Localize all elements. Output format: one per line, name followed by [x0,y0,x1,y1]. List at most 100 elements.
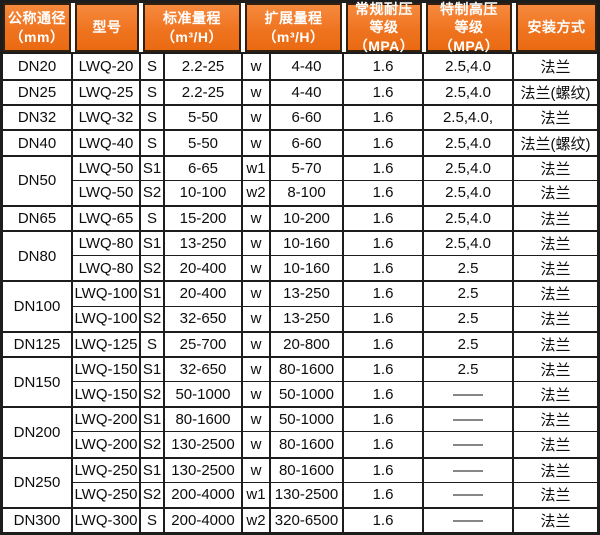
table-row: DN250 LWQ-250 S1 130-2500 w 80-1600 1.6 —— 法兰 [3,456,597,507]
table-row: DN50 LWQ-50 S1 6-65 w1 5-70 1.6 2.5,4.0 法兰 [3,154,597,205]
cell-model: LWQ-80 [73,255,141,281]
cell-standard-pressure: 1.6 [344,179,424,205]
cell-model: LWQ-80 [73,230,141,256]
cell-nominal-diameter: DN300 [3,506,73,532]
cell-model: LWQ-65 [73,204,141,231]
cell-ext-range-value: 4-40 [271,79,344,105]
col-header-high-pressure: 特制高压 等级（MPA） [424,1,514,54]
cell-std-range-value: 130-2500 [165,456,243,482]
col-header-extended-range-label: 扩展量程 （m³/H） [245,3,342,52]
cell-high-pressure: —— [424,481,514,507]
cell-nominal-diameter: DN50 [3,154,73,205]
cell-std-range-code: S1 [141,406,165,432]
table-row: LWQ-50 S2 10-100 w2 8-100 1.6 2.5,4.0 法兰 [3,179,597,205]
cell-std-range-code: S [141,129,165,155]
cell-model: LWQ-40 [73,129,141,155]
cell-standard-pressure: 1.6 [344,104,424,130]
col-header-standard-range: 标准量程 （m³/H） [141,3,243,54]
cell-ext-range-value: 10-200 [271,204,344,231]
cell-high-pressure: 2.5,4.0 [424,179,514,205]
cell-model: LWQ-100 [73,280,141,306]
cell-high-pressure: 2.5,4.0 [424,154,514,180]
cell-standard-pressure: 1.6 [344,481,424,507]
cell-model: LWQ-250 [73,481,141,507]
cell-std-range-value: 80-1600 [165,406,243,432]
cell-model: LWQ-200 [73,431,141,457]
cell-standard-pressure: 1.6 [344,54,424,80]
cell-std-range-code: S2 [141,179,165,205]
cell-high-pressure: 2.5,4.0, [424,104,514,130]
cell-std-range-value: 32-650 [165,355,243,382]
cell-std-range-value: 32-650 [165,305,243,331]
table-row: LWQ-100 S2 32-650 w 13-250 1.6 2.5 法兰 [3,305,597,331]
cell-std-range-code: S [141,506,165,532]
cell-ext-range-code: w [243,280,271,306]
table-row: DN40 LWQ-40 S 5-50 w 6-60 1.6 2.5,4.0 法兰(螺纹) [3,129,597,155]
cell-std-range-value: 20-400 [165,280,243,306]
cell-nominal-diameter: DN250 [3,456,73,507]
cell-ext-range-code: w [243,355,271,382]
cell-ext-range-value: 50-1000 [271,406,344,432]
cell-install-type: 法兰 [514,204,597,231]
cell-std-range-code: S2 [141,305,165,331]
cell-std-range-code: S1 [141,355,165,382]
col-header-nominal-diameter: 公称通径 （mm） [3,3,73,54]
cell-std-range-value: 200-4000 [165,481,243,507]
cell-high-pressure: —— [424,506,514,532]
cell-std-range-value: 5-50 [165,104,243,130]
cell-std-range-value: 200-4000 [165,506,243,532]
cell-std-range-code: S [141,330,165,356]
cell-std-range-code: S2 [141,431,165,457]
cell-std-range-value: 5-50 [165,129,243,155]
cell-ext-range-code: w1 [243,154,271,180]
cell-high-pressure: —— [424,456,514,482]
cell-standard-pressure: 1.6 [344,355,424,382]
cell-ext-range-value: 4-40 [271,54,344,80]
cell-standard-pressure: 1.6 [344,506,424,532]
table-row: LWQ-80 S2 20-400 w 10-160 1.6 2.5 法兰 [3,255,597,281]
cell-ext-range-code: w [243,406,271,432]
cell-high-pressure: —— [424,381,514,407]
cell-ext-range-code: w [243,230,271,256]
col-header-standard-range-label: 标准量程 （m³/H） [143,3,241,52]
table-row: DN125 LWQ-125 S 25-700 w 20-800 1.6 2.5 法兰 [3,330,597,356]
cell-high-pressure: 2.5,4.0 [424,230,514,256]
cell-ext-range-code: w1 [243,481,271,507]
cell-install-type: 法兰 [514,54,597,80]
table-row: DN25 LWQ-25 S 2.2-25 w 4-40 1.6 2.5,4.0 法兰(螺纹) [3,79,597,105]
col-header-standard-pressure: 常规耐压 等级（MPA） [344,1,424,54]
cell-high-pressure: 2.5,4.0 [424,204,514,231]
cell-ext-range-value: 80-1600 [271,456,344,482]
cell-ext-range-code: w [243,54,271,80]
cell-std-range-value: 15-200 [165,204,243,231]
cell-ext-range-value: 20-800 [271,330,344,356]
cell-install-type: 法兰 [514,431,597,457]
cell-ext-range-value: 6-60 [271,104,344,130]
cell-model: LWQ-200 [73,406,141,432]
cell-standard-pressure: 1.6 [344,456,424,482]
cell-install-type: 法兰 [514,355,597,382]
table-row: DN20 LWQ-20 S 2.2-25 w 4-40 1.6 2.5,4.0 法兰 [3,54,597,80]
cell-ext-range-code: w [243,255,271,281]
cell-std-range-code: S [141,79,165,105]
cell-model: LWQ-50 [73,179,141,205]
col-header-install-type: 安装方式 [514,3,597,54]
cell-install-type: 法兰 [514,280,597,306]
cell-model: LWQ-50 [73,154,141,180]
cell-std-range-code: S2 [141,481,165,507]
cell-install-type: 法兰 [514,305,597,331]
cell-model: LWQ-125 [73,330,141,356]
cell-ext-range-code: w [243,431,271,457]
cell-ext-range-code: w [243,330,271,356]
cell-ext-range-code: w2 [243,179,271,205]
cell-std-range-code: S [141,104,165,130]
cell-high-pressure: —— [424,406,514,432]
cell-install-type: 法兰 [514,330,597,356]
cell-std-range-code: S1 [141,154,165,180]
cell-model: LWQ-25 [73,79,141,105]
cell-ext-range-value: 8-100 [271,179,344,205]
cell-ext-range-code: w [243,204,271,231]
cell-std-range-code: S [141,204,165,231]
cell-nominal-diameter: DN20 [3,54,73,80]
cell-high-pressure: 2.5 [424,355,514,382]
